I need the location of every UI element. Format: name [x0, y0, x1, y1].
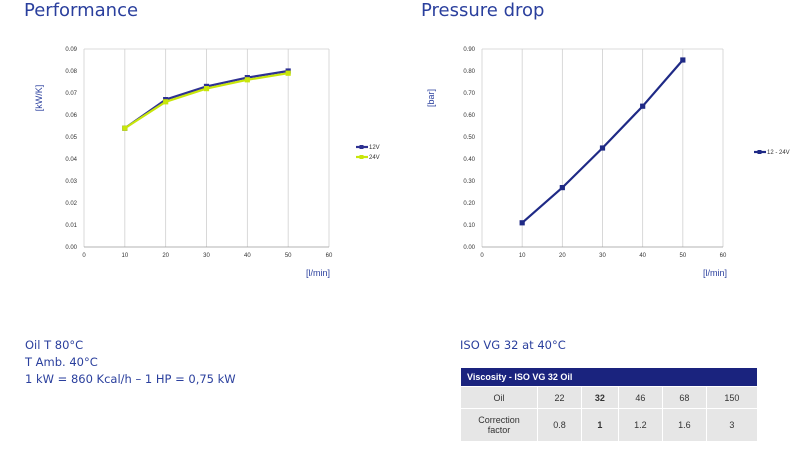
performance-chart: 0.00 0.01 0.02 0.03 0.04 0.05 0.06 0.07 0.08 0.09… [34, 47, 380, 278]
note-oil-temperature: Oil T 80°C [25, 338, 84, 352]
y-tick-label: 0.40 [463, 157, 475, 163]
viscosity-note: ISO VG 32 at 40°C [460, 338, 566, 352]
y-tick-label: 0.04 [65, 157, 77, 163]
y-tick-label: 0.50 [463, 135, 475, 141]
y-tick-label: 0.00 [65, 245, 77, 251]
y-tick-label: 0.03 [65, 179, 77, 185]
x-tick-label: 10 [519, 253, 526, 259]
y-tick-label: 0.80 [463, 69, 475, 75]
note-unit-conversion: 1 kW = 860 Kcal/h – 1 HP = 0,75 kW [25, 372, 236, 386]
x-tick-label: 30 [599, 253, 606, 259]
x-axis-label: [l/min] [703, 268, 727, 278]
y-tick-label: 0.01 [65, 223, 77, 229]
legend-marker [359, 145, 364, 149]
viscosity-table-header-row: Viscosity - ISO VG 32 Oil [460, 367, 758, 387]
y-tick-label: 0.10 [463, 223, 475, 229]
oil-value-cell: 150 [705, 386, 759, 409]
factor-value-cell: 1 [580, 408, 619, 442]
viscosity-table: Viscosity - ISO VG 32 Oil Oil 22 32 46 6… [460, 367, 759, 442]
x-tick-label: 20 [559, 253, 566, 259]
factor-value-cell: 0.8 [537, 408, 582, 442]
x-tick-label: 30 [203, 253, 210, 259]
data-point [599, 145, 606, 151]
x-tick-label: 40 [639, 253, 646, 259]
y-tick-label: 0.02 [65, 201, 77, 207]
data-point [285, 70, 291, 76]
data-point [640, 103, 646, 109]
x-tick-label: 10 [121, 253, 128, 259]
data-point [680, 57, 686, 63]
x-tick-label: 50 [679, 253, 686, 259]
oil-value-cell: 46 [617, 386, 663, 409]
y-tick-label: 0.60 [463, 113, 475, 119]
y-tick-label: 0.30 [463, 179, 475, 185]
legend-marker [757, 150, 762, 154]
oil-value-cell: 68 [661, 386, 707, 409]
viscosity-table-header: Viscosity - ISO VG 32 Oil [460, 367, 758, 387]
pressure-drop-title: Pressure drop [421, 0, 545, 21]
factor-value-cell: 3 [705, 408, 759, 442]
oil-value-cell: 22 [537, 386, 582, 409]
y-tick-label: 0.09 [65, 47, 77, 53]
y-tick-label: 0.06 [65, 113, 77, 119]
y-tick-label: 0.90 [463, 47, 475, 53]
x-tick-label: 50 [285, 253, 292, 259]
y-axis-label: [bar] [426, 89, 436, 107]
viscosity-oil-row: Oil 22 32 46 68 150 [460, 386, 759, 409]
y-tick-label: 0.05 [65, 135, 77, 141]
data-point [163, 99, 169, 105]
viscosity-factor-row: Correction factor 0.8 1 1.2 1.6 3 [460, 408, 759, 442]
x-tick-label: 0 [82, 253, 86, 259]
oil-label-cell: Oil [460, 386, 538, 409]
oil-value-cell: 32 [580, 386, 619, 409]
legend-label: 12V [369, 145, 380, 151]
data-point [122, 125, 128, 131]
factor-label-cell: Correction factor [460, 408, 538, 442]
y-tick-label: 0.07 [65, 91, 77, 97]
factor-value-cell: 1.6 [661, 408, 707, 442]
data-point [519, 220, 525, 226]
x-tick-label: 20 [162, 253, 169, 259]
pressure-drop-chart: 0.00 0.10 0.20 0.30 0.40 0.50 0.60 0.70 0.80 0.90… [426, 47, 790, 278]
factor-label-line: Correction [478, 415, 520, 425]
x-axis-label: [l/min] [306, 268, 330, 278]
y-tick-label: 0.08 [65, 69, 77, 75]
y-tick-label: 0.70 [463, 91, 475, 97]
data-point [559, 185, 565, 191]
y-tick-label: 0.20 [463, 201, 475, 207]
factor-value-cell: 1.2 [617, 408, 663, 442]
data-point [244, 77, 250, 83]
legend-label: 12 - 24V [767, 150, 790, 156]
operating-notes: Oil T 80°C T Amb. 40°C 1 kW = 860 Kcal/h… [25, 337, 236, 388]
performance-title: Performance [24, 0, 139, 21]
x-tick-label: 40 [244, 253, 251, 259]
x-tick-label: 0 [480, 253, 484, 259]
legend-label: 24V [369, 155, 380, 161]
factor-label-line: factor [487, 425, 511, 435]
x-tick-label: 60 [720, 253, 727, 259]
data-point [203, 86, 210, 92]
legend-marker [359, 155, 364, 159]
y-axis-label: [kW/K] [34, 85, 44, 112]
note-ambient-temperature: T Amb. 40°C [25, 355, 98, 369]
x-tick-label: 60 [326, 253, 333, 259]
y-tick-label: 0.00 [463, 245, 475, 251]
